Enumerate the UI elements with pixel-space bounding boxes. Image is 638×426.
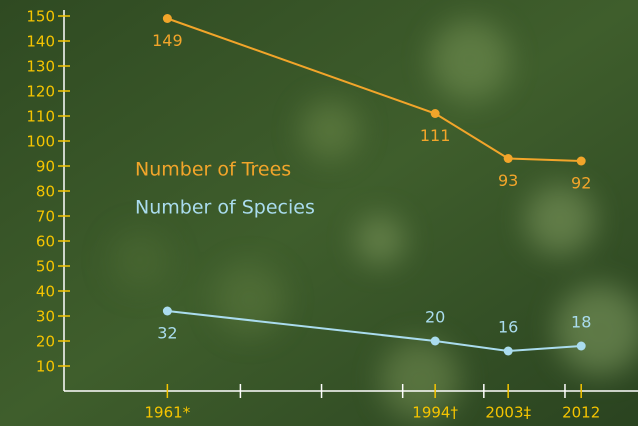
data-label: 149 xyxy=(152,31,183,50)
point xyxy=(577,342,586,351)
y-tick-label: 40 xyxy=(36,283,55,301)
data-label: 20 xyxy=(425,308,445,327)
y-tick-label: 60 xyxy=(36,233,55,251)
data-label: 18 xyxy=(571,313,591,332)
x-tick-label: 2003‡ xyxy=(485,404,531,422)
data-label: 92 xyxy=(571,174,591,193)
data-label: 32 xyxy=(157,324,177,343)
page: {"chart_data": {"type": "line", "x": [19… xyxy=(0,0,638,426)
y-tick-label: 70 xyxy=(36,208,55,226)
x-tick-label: 2012 xyxy=(562,404,600,422)
x-tick-label: 1961* xyxy=(145,404,191,422)
y-tick-label: 110 xyxy=(26,108,55,126)
x-tick-label: 1994† xyxy=(412,404,458,422)
point xyxy=(163,307,172,316)
data-label: 16 xyxy=(498,318,518,337)
y-tick-label: 90 xyxy=(36,158,55,176)
y-tick-label: 80 xyxy=(36,183,55,201)
legend-label: Number of Species xyxy=(135,197,315,219)
point xyxy=(577,157,586,166)
y-tick-label: 150 xyxy=(26,8,55,26)
y-tick-label: 100 xyxy=(26,133,55,151)
point xyxy=(431,109,440,118)
y-tick-label: 30 xyxy=(36,308,55,326)
point xyxy=(504,347,513,356)
legend-label: Number of Trees xyxy=(135,159,291,181)
data-label: 93 xyxy=(498,171,518,190)
y-tick-label: 50 xyxy=(36,258,55,276)
y-tick-label: 10 xyxy=(36,358,55,376)
data-label: 111 xyxy=(420,126,451,145)
chart: 10 20 30 40 50 60 70 80 90 100 110 120 130 140 150 1961… xyxy=(0,0,638,426)
point xyxy=(504,154,513,163)
point xyxy=(163,14,172,23)
y-tick-label: 130 xyxy=(26,58,55,76)
point xyxy=(431,337,440,346)
y-tick-label: 120 xyxy=(26,83,55,101)
y-tick-label: 20 xyxy=(36,333,55,351)
y-tick-label: 140 xyxy=(26,33,55,51)
